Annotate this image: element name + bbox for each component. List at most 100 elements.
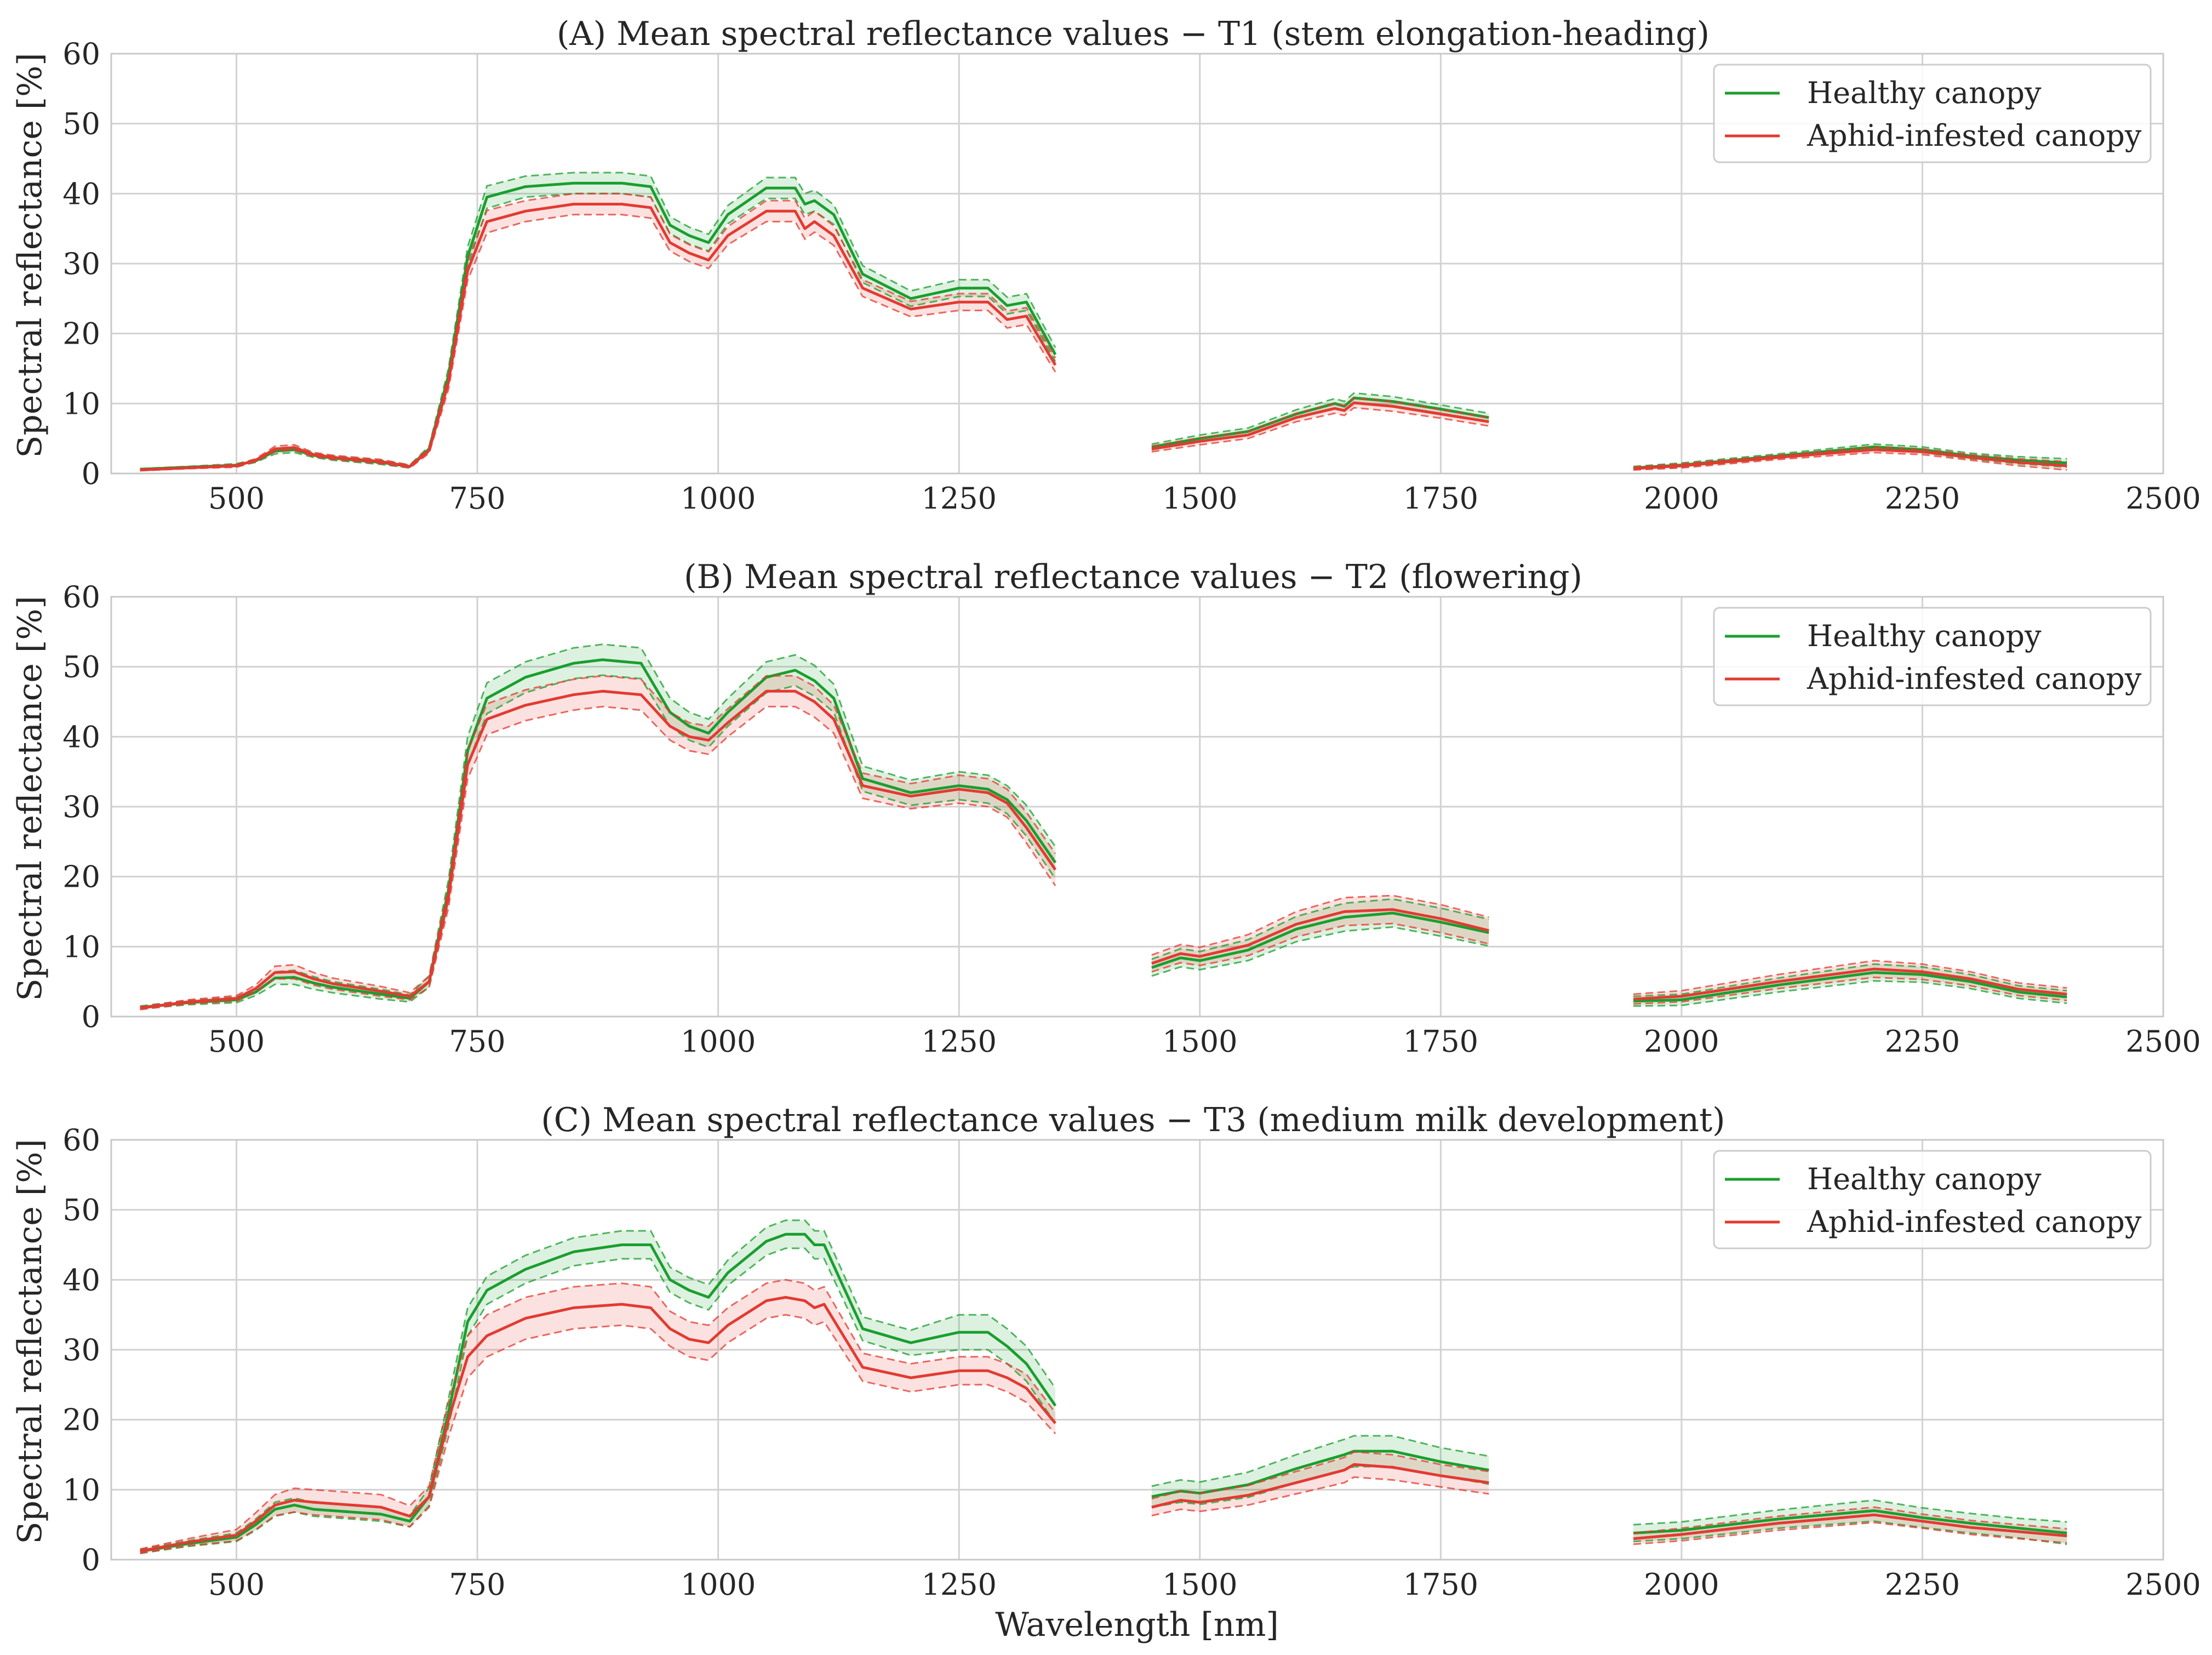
panel-a-xtick-500: 500 [208, 481, 265, 516]
panel-a-xtick-2250: 2250 [1885, 481, 1960, 516]
panel-c-ytick-0: 0 [82, 1543, 100, 1577]
panel-c-legend: Healthy canopy Aphid-infested canopy [1713, 1150, 2152, 1249]
panel-b-xtick-2250: 2250 [1885, 1024, 1960, 1059]
panel-a-aphid-seg1-upper-bound [140, 192, 1056, 470]
panel-a-frame [110, 53, 2164, 475]
panel-c-aphid-seg2-mean-line [1151, 1463, 1489, 1509]
panel-a-aphid-seg3-upper-bound [1633, 446, 2067, 468]
panel-c-ytick-50: 50 [62, 1193, 100, 1228]
panel-a-xtick-2500: 2500 [2125, 481, 2200, 516]
panel-a-legend: Healthy canopy Aphid-infested canopy [1713, 64, 2152, 163]
panel-b-xtick-1750: 1750 [1403, 1024, 1478, 1059]
panel-c-ytick-10: 10 [62, 1473, 100, 1507]
panel-a-aphid-seg1-mean-line [140, 203, 1057, 472]
panel-b-series [140, 643, 2067, 1011]
panel-b-aphid-seg3-mean-line [1633, 967, 2067, 1001]
panel-c-ytick-20: 20 [62, 1403, 100, 1437]
panel-c-aphid-seg1-band [140, 1280, 1056, 1554]
panel-a-bands [140, 173, 2067, 471]
panel-a-xtick-2000: 2000 [1644, 481, 1719, 516]
panel-c-xtick-750: 750 [449, 1567, 506, 1602]
panel-b-xtick-2500: 2500 [2125, 1024, 2200, 1059]
panel-a-aphid-seg2-mean-line [1151, 401, 1489, 450]
panel-a-ytick-50: 50 [62, 107, 100, 141]
panel-c-aphid-seg2-upper-bound [1151, 1451, 1489, 1500]
panel-b-aphid-seg3-upper-bound [1633, 960, 2067, 995]
panel-c-aphid-seg3-upper-bound [1633, 1506, 2067, 1534]
panel-c-aphid-seg3-mean-line [1633, 1513, 2067, 1540]
panel-c-legend-healthy-label: Healthy canopy [1807, 1162, 2042, 1196]
panel-b-aphid-seg2-mean-line [1151, 908, 1489, 965]
panel-a-healthy-seg1-upper-bound [140, 172, 1056, 470]
panel-a-healthy-seg1-band [140, 173, 1056, 470]
panel-b-ytick-0: 0 [82, 1000, 100, 1034]
panel-b-aphid-seg1-band [140, 676, 1056, 1010]
panel-b-ytick-10: 10 [62, 929, 100, 964]
panel-a-ytick-20: 20 [62, 317, 100, 351]
panel-b-healthy-seg2-upper-bound [1151, 898, 1489, 960]
panel-b-title: (B) Mean spectral reflectance values − T… [684, 558, 1582, 596]
panel-c-legend-aphid-label: Aphid-infested canopy [1807, 1205, 2142, 1239]
panel-b-aphid-seg2-lower-bound [1151, 922, 1489, 973]
panel-b-aphid-seg1-lower-bound [140, 705, 1056, 1011]
panel-c-xtick-500: 500 [208, 1567, 265, 1602]
panel-b-ytick-50: 50 [62, 650, 100, 684]
panel-a-aphid-seg3-mean-line [1633, 448, 2067, 470]
panel-b-ticks: 500 750 1000 1250 1500 1750 2000 2250 2500 0 10 20 3… [62, 580, 2200, 1059]
panel-c-xtick-1750: 1750 [1403, 1567, 1478, 1602]
panel-c-xtick-1250: 1250 [922, 1567, 997, 1602]
panel-c-bands [140, 1220, 2067, 1554]
panel-c-healthy-seg1-mean-line [140, 1232, 1057, 1553]
panel-a-aphid-seg2-band [1151, 398, 1489, 452]
panel-a-xtick-750: 750 [449, 481, 506, 516]
panel-b-xtick-750: 750 [449, 1024, 506, 1059]
panel-b-healthy-seg1-mean-line [140, 658, 1057, 1009]
panel-a-ytick-10: 10 [62, 386, 100, 421]
panel-a-aphid-seg1-band [140, 193, 1056, 471]
panel-c-healthy-seg2-upper-bound [1151, 1435, 1489, 1487]
panel-a-ytick-30: 30 [62, 247, 100, 281]
panel-c-xtick-1500: 1500 [1162, 1567, 1237, 1602]
panel-c-aphid-seg3-lower-bound [1633, 1521, 2067, 1545]
panel-c-legend-box [1713, 1150, 2152, 1249]
panel-b-ytick-30: 30 [62, 790, 100, 824]
panel-a-series [140, 172, 2067, 472]
panel-a-title: (A) Mean spectral reflectance values − T… [557, 15, 1710, 53]
panel-b-ylabel: Spectral reflectance [%] [11, 596, 49, 1001]
panel-b-aphid-seg2-upper-bound [1151, 894, 1489, 956]
panel-b-healthy-seg1-upper-bound [140, 643, 1056, 1007]
panel-b-xtick-1250: 1250 [922, 1024, 997, 1059]
panel-c-xtick-2500: 2500 [2125, 1567, 2200, 1602]
panel-a-xtick-1500: 1500 [1162, 481, 1237, 516]
panel-b-healthy-seg1-lower-bound [140, 674, 1056, 1010]
panel-a-ytick-0: 0 [82, 456, 100, 491]
panel-b-xtick-2000: 2000 [1644, 1024, 1719, 1059]
panel-b-legend-healthy-label: Healthy canopy [1807, 619, 2042, 653]
panel-c-xtick-1000: 1000 [681, 1567, 756, 1602]
panel-b-healthy-seg3-band [1633, 964, 2067, 1006]
panel-a-xtick-1750: 1750 [1403, 481, 1478, 516]
panel-c-healthy-seg3-mean-line [1633, 1509, 2067, 1534]
panel-a-ticks: 500 750 1000 1250 1500 1750 2000 2250 2500 0 10 20 3… [62, 37, 2200, 516]
panel-a-ytick-40: 40 [62, 176, 100, 211]
panel-c-ytick-40: 40 [62, 1263, 100, 1297]
panel-b-xtick-1000: 1000 [681, 1024, 756, 1059]
panel-a-ytick-60: 60 [62, 37, 100, 71]
panel-b-legend-box [1713, 607, 2152, 706]
panel-b-frame [110, 596, 2164, 1018]
panel-a-legend-aphid-label: Aphid-infested canopy [1807, 118, 2142, 153]
panel-c-aphid-seg1-lower-bound [140, 1314, 1056, 1554]
panel-b-xtick-1500: 1500 [1162, 1024, 1237, 1059]
panel-b-ytick-20: 20 [62, 860, 100, 894]
panel-b-xtick-500: 500 [208, 1024, 265, 1059]
panel-c-ylabel: Spectral reflectance [%] [11, 1139, 49, 1544]
panel-b-legend: Healthy canopy Aphid-infested canopy [1713, 607, 2152, 706]
panel-a-healthy-seg2-upper-bound [1151, 392, 1489, 445]
panel-c-ytick-60: 60 [62, 1123, 100, 1157]
panel-c-frame [110, 1139, 2164, 1561]
panel-b-ytick-60: 60 [62, 580, 100, 614]
panel-c-title: (C) Mean spectral reflectance values − T… [541, 1101, 1725, 1139]
panel-b: (B) Mean spectral reflectance values − T… [11, 558, 2201, 1059]
panel-b-healthy-seg3-upper-bound [1633, 963, 2067, 997]
